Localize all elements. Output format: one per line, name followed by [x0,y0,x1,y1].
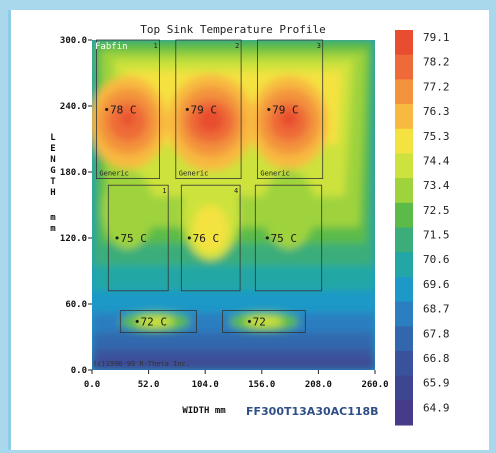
y-axis-label-letter: N [50,155,55,165]
colorbar-swatch [395,54,413,80]
colorbar-swatch [395,128,413,154]
y-axis-label-letter: G [50,166,55,176]
colorbar-label: 65.9 [423,377,450,390]
colorbar-label: 75.3 [423,130,450,143]
component-number-label: 4 [234,187,238,195]
component-temperature-label: •75 C [114,232,147,245]
x-tick-label: 52.0 [138,380,160,390]
y-axis-label-letter: T [50,177,56,187]
colorbar-label: 72.5 [423,204,450,217]
colorbar-label: 79.1 [423,31,450,44]
part-number: FF300T13A30AC118B [246,405,379,418]
colorbar-swatch [395,350,413,377]
colorbar-label: 73.4 [423,179,450,192]
heat-spot [197,108,224,133]
component-name-label: Generic [179,170,209,178]
component-number-label: 3 [317,42,321,50]
x-tick-label: 104.0 [192,380,219,390]
component-temperature-label: •79 C [184,103,217,116]
y-axis-label-letter: H [50,188,55,198]
component-outline [254,184,323,292]
heat-spot [193,205,229,254]
colorbar-label: 64.9 [423,401,450,414]
colorbar-swatch [395,252,413,278]
colorbar-label: 74.4 [423,154,450,167]
component-number-label: 1 [162,187,166,195]
colorbar-label: 76.3 [423,105,450,118]
component-outline [107,184,169,292]
colorbar-label: 71.5 [423,229,450,242]
colorbar-label: 70.6 [423,253,450,266]
colorbar-swatch [395,326,413,352]
component-temperature-label: •72 [246,316,266,329]
y-axis-label-letter: L [50,133,56,143]
y-tick-label: 0.0 [71,366,87,376]
colorbar-swatch [395,276,413,303]
y-tick-label: 300.0 [60,36,87,46]
y-tick-label: 240.0 [60,102,87,112]
component-outline [180,184,241,292]
component-temperature-label: •72 C [134,316,167,329]
colorbar-label: 77.2 [423,80,450,93]
component-name-label: Generic [260,170,290,178]
component-number-label: 2 [235,42,239,50]
colorbar-swatch [395,202,413,228]
component-outline [175,39,242,180]
heat-spot [244,316,284,328]
component-temperature-label: •78 C [103,103,136,116]
component-outline [96,39,160,180]
x-tick-label: 260.0 [361,380,388,390]
colorbar-label: 78.2 [423,56,450,69]
component-outline [256,39,324,180]
colorbar-swatch [395,178,413,204]
component-name-label: Generic [99,170,129,178]
colorbar-swatch [395,104,413,130]
y-tick-label: 180.0 [60,168,87,178]
component-number-label: 1 [154,42,158,50]
colorbar-swatch [395,227,413,253]
component-temperature-label: •79 C [266,103,299,116]
colorbar-swatch [395,153,413,179]
colorbar-label: 66.8 [423,352,450,365]
colorbar-swatch [395,301,413,327]
colorbar-swatch [395,79,413,105]
colorbar-swatch [395,375,413,401]
x-tick-label: 156.0 [248,380,275,390]
x-tick-label: 0.0 [84,380,100,390]
y-tick-label: 60.0 [65,300,87,310]
x-tick-label: 208.0 [305,380,332,390]
x-axis-label: WIDTH mm [182,406,226,416]
heat-spot [262,169,316,249]
heat-spot [101,169,154,249]
copyright-text: (c)1998-99 R-Theta Inc. [93,360,190,368]
brand-text: Fabfin [95,42,128,52]
colorbar-label: 67.8 [423,327,450,340]
y-tick-label: 120.0 [60,234,87,244]
component-temperature-label: •76 C [186,232,219,245]
component-outline [222,310,306,334]
component-temperature-label: •75 C [264,232,297,245]
colorbar-swatch [395,30,413,56]
heat-spot [135,316,175,328]
component-outline [119,310,197,334]
y-axis-label-letter: E [50,144,55,154]
heat-spot [280,110,298,128]
heat-spot [121,112,135,126]
chart-title: Top Sink Temperature Profile [140,23,325,36]
colorbar-label: 68.7 [423,303,450,316]
y-axis-label-letter: m [50,224,56,234]
colorbar-swatch [395,400,413,426]
colorbar-label: 69.6 [423,278,450,291]
y-axis-label-letter: m [50,213,56,223]
